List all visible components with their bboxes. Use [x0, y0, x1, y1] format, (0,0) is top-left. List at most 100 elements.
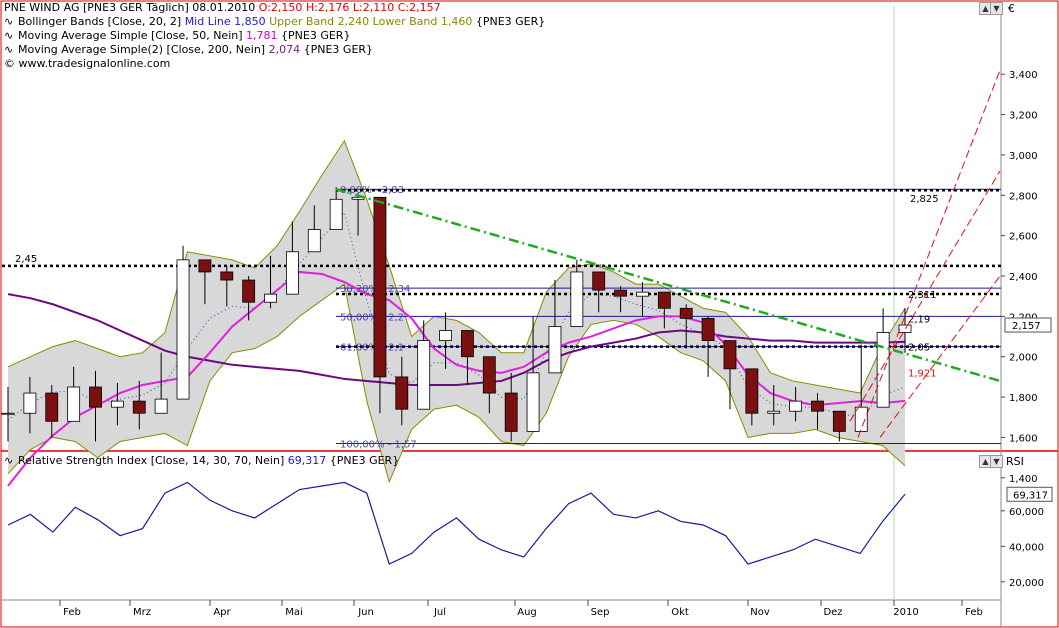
- date-label: 08.01.2010: [192, 1, 256, 14]
- candle-body: [176, 259, 190, 400]
- ma200-line: [7, 293, 906, 386]
- bollinger-upper-band: [7, 139, 906, 394]
- candle-body: [767, 410, 781, 414]
- level-label-right: 2,825: [910, 194, 939, 205]
- month-label: Dez: [823, 607, 842, 618]
- candle-body: [876, 332, 890, 408]
- candle-body: [154, 398, 168, 414]
- bollinger-lower-band: [7, 283, 906, 484]
- price-tick-label: 1,800: [1009, 393, 1038, 404]
- candle-body: [67, 386, 81, 422]
- ohlc-low: L:2,110: [352, 1, 395, 14]
- month-label: Mai: [285, 607, 303, 618]
- legend-ma200[interactable]: ∿ Moving Average Simple(2) [Close, 200, N…: [4, 43, 374, 56]
- month-label: Jul: [433, 607, 446, 618]
- current-price-box: [1004, 317, 1052, 333]
- candle-body: [723, 340, 737, 370]
- price-tick-label: 2,800: [1009, 191, 1038, 202]
- candle-body: [570, 271, 584, 327]
- header-line: PNE WIND AG [PNE3 GER Täglich] 08.01.201…: [4, 1, 545, 15]
- fib-level-label: 100,00% - 1,57: [340, 440, 417, 451]
- legend-bollinger[interactable]: ∿ Bollinger Bands [Close, 20, 2] Mid Line…: [4, 15, 546, 28]
- rsi-tick-label: 60,000: [1009, 507, 1044, 518]
- candle-body: [592, 271, 606, 291]
- candle-body: [110, 400, 124, 408]
- price-tick-label: 2,000: [1009, 353, 1038, 364]
- candle-body: [417, 340, 431, 410]
- scroll-down-button[interactable]: ▼: [990, 455, 1003, 468]
- level-label-right: 2,05: [908, 343, 930, 354]
- ohlc-close: C:2,157: [397, 1, 441, 14]
- price-tick-label: 3,400: [1009, 70, 1038, 81]
- instrument-title: PNE WIND AG [PNE3 GER Täglich]: [4, 1, 189, 14]
- candle-body: [482, 356, 496, 394]
- candle-body: [373, 196, 387, 378]
- level-label-right: 2,19: [908, 314, 930, 325]
- month-label: Sep: [591, 607, 610, 618]
- rsi-tick-label: 40,000: [1009, 542, 1044, 553]
- month-label: Feb: [63, 607, 81, 618]
- fib-level-label: 61,80% - 2,1: [340, 343, 404, 354]
- candle-body: [701, 317, 715, 341]
- currency-label: €: [1008, 2, 1015, 15]
- candle-body: [242, 279, 256, 303]
- candle-body: [461, 330, 474, 358]
- month-label: 2010: [893, 607, 918, 618]
- candle-body: [636, 291, 649, 297]
- candle-body: [548, 326, 562, 374]
- green-trendline: [335, 188, 1001, 383]
- scroll-down-button[interactable]: ▼: [990, 2, 1003, 15]
- bollinger-band-fill: [8, 140, 905, 482]
- fib-level-label: 50,00% - 2,2: [340, 312, 404, 323]
- candle-body: [329, 198, 343, 230]
- candle-body: [23, 392, 37, 414]
- ohlc-open: O:2,150: [258, 1, 303, 14]
- level-label-right: 1,921: [908, 369, 937, 380]
- level-label-right: 2,311: [908, 290, 937, 301]
- rsi-line: [7, 481, 906, 565]
- current-rsi-box: [1006, 486, 1053, 502]
- ohlc-high: H:2,176: [305, 1, 350, 14]
- price-legend: PNE WIND AG [PNE3 GER Täglich] 08.01.201…: [4, 1, 545, 71]
- rsi-tick-label: 20,000: [1009, 578, 1044, 589]
- candle-body: [789, 400, 803, 412]
- candle-body: [679, 307, 693, 319]
- month-label: Aug: [517, 607, 537, 618]
- indicator-icon: ∿: [4, 43, 14, 56]
- price-tick-label: 1,400: [1009, 474, 1038, 485]
- current-rsi-label: 69,317: [1013, 490, 1048, 501]
- legend-ma50[interactable]: ∿ Moving Average Simple [Close, 50, Nein]…: [4, 29, 351, 42]
- candle-body: [504, 392, 518, 432]
- candle-body: [285, 251, 299, 295]
- candle-body: [395, 376, 409, 410]
- candle-body: [307, 229, 321, 253]
- month-label: Mrz: [133, 607, 151, 618]
- candle-body: [264, 293, 277, 303]
- candle-body: [220, 271, 234, 281]
- candle-body: [811, 400, 824, 412]
- candle-body: [745, 368, 759, 414]
- rsi-axis-label: RSI: [1006, 455, 1024, 468]
- red-channel-mid: [849, 170, 1001, 422]
- candle-body: [132, 400, 146, 414]
- candle-body: [198, 259, 212, 273]
- month-label: Feb: [965, 607, 983, 618]
- red-channel-upper: [857, 69, 1001, 438]
- candle-body: [854, 406, 868, 432]
- candle-body: [439, 330, 452, 341]
- rsi-legend[interactable]: ∿ Relative Strength Index [Close, 14, 30,…: [4, 454, 400, 467]
- candle-body: [526, 372, 540, 432]
- source-credit: © www.tradesignalonline.com: [4, 57, 171, 70]
- month-label: Apr: [213, 607, 231, 618]
- scroll-up-button[interactable]: ▲: [979, 455, 992, 468]
- price-tick-label: 2,400: [1009, 272, 1038, 283]
- level-label-left: 2,45: [15, 254, 37, 265]
- red-channel-lower: [879, 275, 1001, 438]
- candle-body: [898, 324, 912, 333]
- month-label: Jun: [357, 607, 374, 618]
- price-tick-label: 1,600: [1009, 433, 1038, 444]
- candle-body: [1, 412, 15, 415]
